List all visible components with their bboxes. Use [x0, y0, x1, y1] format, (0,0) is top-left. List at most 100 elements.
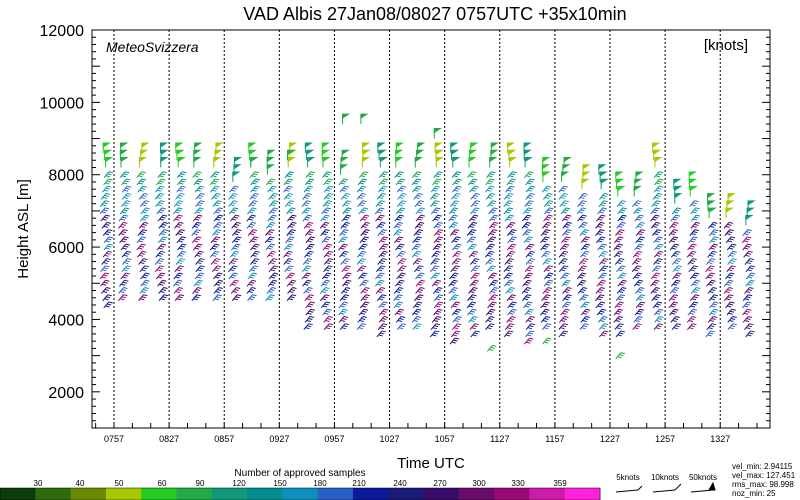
wind-barb: [156, 207, 166, 215]
wind-barb: [541, 221, 552, 229]
wind-barb: [727, 258, 737, 265]
wind-barb: [323, 192, 334, 200]
wind-barb: [542, 287, 553, 294]
wind-barb: [175, 229, 185, 236]
wind-barb: [99, 207, 110, 215]
colorbar-tick-label: 210: [352, 479, 366, 488]
wind-barb: [746, 207, 755, 219]
wind-barb: [103, 178, 113, 186]
wind-barb: [267, 279, 278, 287]
x-tick-label: 1127: [490, 434, 509, 444]
wind-barb: [468, 214, 479, 222]
wind-barb: [561, 279, 571, 287]
wind-barb: [451, 171, 462, 179]
wind-barb: [193, 149, 202, 161]
wind-barb: [450, 330, 461, 338]
wind-barb: [375, 272, 385, 280]
wind-barb: [430, 200, 440, 207]
wind-barb: [191, 221, 202, 229]
wind-barb: [631, 258, 642, 265]
wind-barb: [358, 207, 369, 215]
wind-barb: [724, 272, 735, 280]
wind-barb: [305, 236, 315, 244]
wind-barb: [674, 185, 683, 197]
wind-barb: [507, 236, 517, 244]
wind-barb: [339, 323, 350, 331]
wind-barb: [525, 330, 535, 338]
wind-barb: [522, 301, 533, 309]
wind-barb: [543, 265, 554, 273]
wind-barb: [558, 265, 569, 273]
wind-barb: [304, 294, 314, 302]
wind-barb: [745, 265, 756, 273]
wind-barb: [376, 192, 387, 200]
wind-barb: [470, 265, 481, 273]
wind-barb: [356, 192, 367, 200]
wind-barb: [321, 272, 332, 280]
colorbar-segment: [105, 488, 142, 500]
wind-barb: [670, 214, 680, 222]
wind-barb: [104, 149, 113, 161]
stat-line: vel_min: 2.94115: [732, 462, 793, 471]
wind-barb: [485, 192, 496, 200]
wind-barb: [394, 279, 405, 287]
wind-barb: [747, 200, 756, 211]
unit-label: [knots]: [704, 37, 748, 54]
wind-barb: [542, 156, 551, 168]
stat-line: noz_min: 25: [732, 489, 776, 498]
colorbar-segment: [176, 488, 213, 500]
wind-barb: [177, 243, 187, 251]
wind-barb: [653, 323, 664, 331]
wind-barb: [141, 142, 150, 154]
wind-barb: [375, 214, 385, 222]
colorbar-tick-label: 40: [76, 479, 85, 488]
wind-barb: [360, 229, 370, 236]
x-tick-label: 0957: [324, 434, 344, 444]
wind-barb: [248, 265, 259, 273]
wind-barb: [139, 200, 150, 207]
wind-barb: [304, 315, 315, 323]
wind-barb: [708, 243, 718, 251]
wind-barb: [451, 149, 460, 161]
wind-barb: [213, 221, 223, 229]
wind-barb: [505, 287, 515, 294]
wind-barb: [374, 207, 385, 215]
wind-barb: [357, 200, 367, 207]
wind-barb: [121, 258, 132, 265]
stat-line: rms_max: 98.998: [732, 480, 794, 489]
wind-barb: [360, 221, 370, 229]
wind-barb: [724, 229, 734, 236]
wind-barb: [430, 258, 440, 265]
wind-barb: [687, 308, 698, 316]
wind-barb: [705, 258, 716, 265]
wind-barb: [396, 200, 407, 207]
wind-barb: [487, 301, 497, 309]
wind-barb: [192, 214, 203, 222]
wind-barb: [395, 178, 406, 186]
wind-barb: [521, 214, 532, 222]
wind-barb: [319, 287, 330, 294]
wind-barb: [433, 301, 444, 309]
wind-barb: [614, 258, 625, 265]
wind-barb: [248, 200, 258, 207]
wind-barb: [577, 265, 588, 273]
wind-barb: [320, 279, 331, 287]
wind-barb: [395, 156, 404, 168]
wind-barb: [486, 171, 496, 179]
wind-barb: [250, 250, 260, 258]
wind-barb: [228, 258, 239, 265]
wind-barb: [616, 265, 626, 273]
wind-barb: [210, 258, 221, 265]
wind-barb: [102, 294, 112, 302]
wind-barb: [429, 192, 440, 200]
wind-barb: [430, 207, 441, 215]
wind-barb: [283, 243, 294, 251]
wind-barb: [209, 178, 220, 186]
wind-barb: [432, 243, 443, 251]
brand-label: MeteoSvizzera: [106, 39, 199, 55]
wind-barb: [287, 221, 297, 229]
wind-barb: [231, 236, 242, 244]
wind-barb: [120, 243, 131, 251]
wind-barb: [687, 243, 697, 251]
wind-barb: [321, 207, 331, 215]
